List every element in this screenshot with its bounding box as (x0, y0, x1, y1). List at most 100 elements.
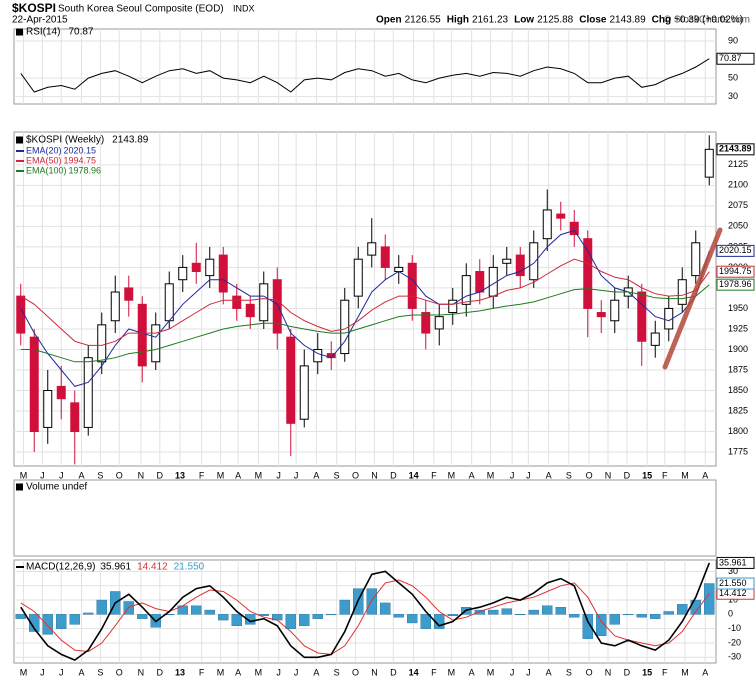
index-name: South Korea Seoul Composite (EOD) (58, 4, 224, 15)
value-box: 2143.89 (716, 143, 755, 156)
legend-icon (16, 136, 23, 144)
x-tick-label: A (78, 470, 84, 480)
value-box-label: 2143.89 (719, 144, 752, 154)
y-tick-label: 1825 (728, 405, 748, 415)
legend-icon (16, 483, 23, 491)
candle-body (475, 271, 485, 293)
x-tick-label: N (605, 667, 612, 677)
histogram-bar (56, 614, 67, 629)
candle-body (434, 316, 444, 330)
x-tick-label: M (487, 667, 495, 677)
candle-body (124, 287, 134, 301)
histogram-bar (636, 614, 647, 618)
candle-body (421, 312, 431, 334)
histogram-bar (204, 609, 215, 615)
histogram-bar (83, 612, 94, 615)
candle-body (556, 213, 566, 219)
y-tick-label: 1875 (728, 364, 748, 374)
candle-body (70, 402, 80, 433)
value-box-frame (716, 278, 755, 291)
x-tick-label: S (97, 470, 103, 480)
x-tick-label: J (276, 470, 281, 480)
candle-body (137, 303, 147, 367)
candle-body (43, 390, 53, 428)
x-tick-label: J (526, 667, 531, 677)
candle-body (286, 336, 296, 424)
x-tick-label: M (681, 667, 689, 677)
ema-line (20, 258, 710, 346)
candle-body (178, 266, 188, 281)
x-tick-label: A (702, 470, 708, 480)
y-tick-label: 1900 (728, 344, 748, 354)
x-tick-label: J (59, 667, 64, 677)
histogram-bar (677, 604, 688, 615)
panel-title: RSI(14) (26, 27, 60, 38)
candle-body (232, 295, 242, 309)
histogram-bar (515, 614, 526, 616)
histogram-bar (96, 599, 107, 615)
legend-name: EMA(50) (26, 155, 62, 165)
x-tick-label: O (116, 470, 123, 480)
x-tick-label: D (390, 667, 397, 677)
candle-body (16, 295, 26, 334)
candle-body (245, 303, 255, 318)
x-tick-label: O (116, 667, 123, 677)
value-box: 14.412 (716, 587, 755, 600)
histogram-bar (29, 614, 40, 632)
candle-body (637, 291, 647, 342)
quote-value: +0.39 (+0.02%) (674, 15, 743, 26)
quote: Open 2126.55 High 2161.23 Low 2125.88 Close 214… (376, 15, 743, 26)
x-tick-label: M (681, 470, 689, 480)
panel-frame (13, 131, 717, 467)
x-tick-label: N (138, 667, 145, 677)
candle-body (691, 242, 701, 277)
x-tick-label: F (431, 470, 437, 480)
histogram-bar (191, 605, 202, 615)
x-tick-label: A (313, 667, 319, 677)
histogram-bar (474, 609, 485, 615)
x-tick-label: S (97, 667, 103, 677)
histogram-bar (312, 614, 323, 619)
histogram-bar (623, 614, 634, 616)
x-tick-label: M (255, 470, 263, 480)
x-tick-label: O (352, 667, 359, 677)
x-tick-label: F (199, 470, 205, 480)
x-tick-label: M (20, 667, 28, 677)
x-tick-label: A (313, 470, 319, 480)
x-tick-label: F (431, 667, 437, 677)
candle-body (97, 324, 107, 363)
candle-body (259, 283, 269, 322)
y-tick-label: -20 (728, 637, 741, 647)
value-box: 21.550 (716, 577, 755, 590)
y-tick-label: 50 (728, 72, 738, 82)
x-tick-label: N (371, 667, 378, 677)
y-tick-label: 2125 (728, 159, 748, 169)
candle-body (569, 221, 579, 236)
candle-body (110, 291, 120, 322)
candle-body (461, 275, 471, 305)
candle-body (515, 254, 525, 277)
panel-frame (13, 28, 717, 105)
x-tick-label: S (334, 667, 340, 677)
candle-body (56, 385, 66, 400)
value-box-label: 14.412 (719, 588, 747, 598)
histogram-bar (650, 614, 661, 619)
histogram-bar (299, 614, 310, 627)
exchange: INDX (233, 3, 255, 13)
candle-body (677, 279, 687, 305)
histogram-bar (231, 614, 242, 627)
x-tick-label: S (566, 470, 572, 480)
value-box-frame (716, 52, 755, 65)
histogram-bar (596, 614, 607, 637)
value-box: 2020.15 (716, 244, 755, 257)
x-tick-label: J (510, 470, 515, 480)
histogram-bar (542, 605, 553, 615)
value-box-frame (716, 265, 755, 278)
histogram-bar (407, 614, 418, 624)
candle-body (394, 266, 404, 273)
x-tick-label: 14 (409, 667, 419, 677)
ema-line (20, 229, 710, 387)
x-tick-label: 15 (642, 667, 652, 677)
candle-body (83, 357, 93, 428)
